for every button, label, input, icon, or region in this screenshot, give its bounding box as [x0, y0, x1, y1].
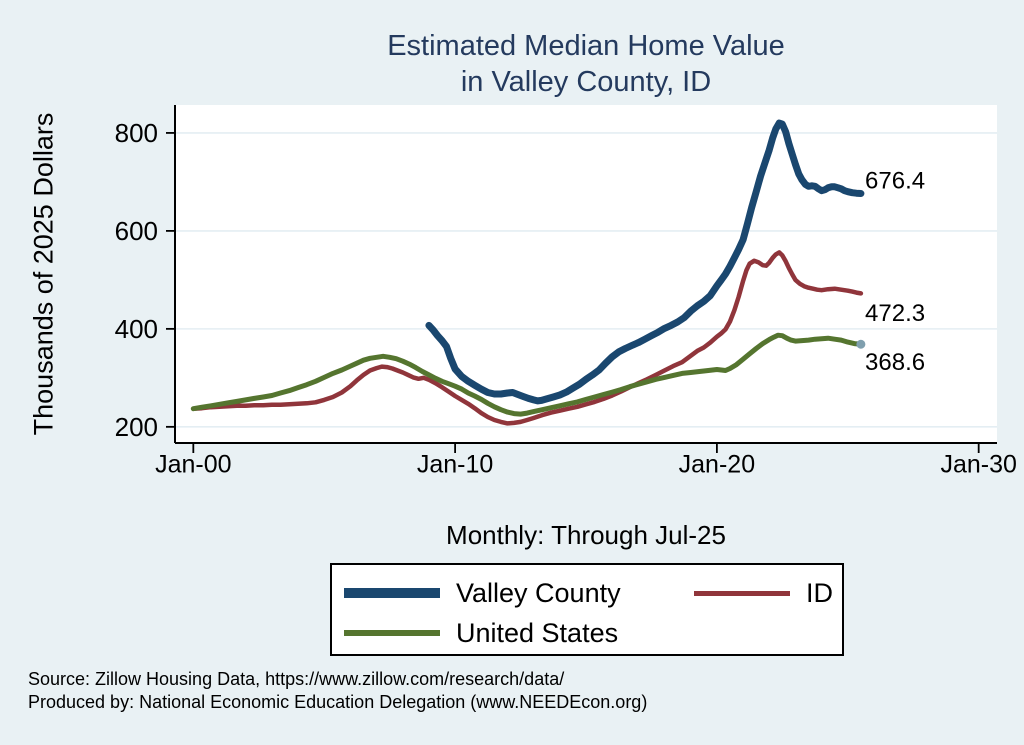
legend-item-united-states: United States — [344, 618, 694, 649]
x-tick-label: Jan-10 — [417, 451, 493, 479]
x-axis-title: Monthly: Through Jul-25 — [446, 520, 726, 550]
legend-label-united-states: United States — [456, 617, 619, 648]
series-valley-county-line — [425, 119, 865, 405]
united-states-swatch — [344, 630, 440, 636]
valley-county-swatch — [344, 588, 440, 598]
legend: Valley County ID United States — [330, 563, 844, 656]
end-value-label: 472.3 — [865, 300, 925, 327]
y-tick-label: 400 — [115, 314, 158, 344]
legend-label-valley-county: Valley County — [456, 577, 621, 608]
series-united-states-line — [190, 332, 864, 417]
source-line: Source: Zillow Housing Data, https://www… — [28, 669, 565, 689]
end-value-label: 368.6 — [865, 349, 925, 376]
legend-item-valley-county: Valley County — [344, 578, 694, 609]
x-tick-label: Jan-30 — [940, 451, 1016, 479]
y-tick-label: 800 — [115, 118, 158, 148]
y-tick-label: 600 — [115, 216, 158, 246]
chart-title-line1: Estimated Median Home Value — [387, 30, 785, 62]
produced-by-line: Produced by: National Economic Education… — [28, 692, 648, 712]
footer: Source: Zillow Housing Data, https://www… — [28, 668, 647, 714]
plot-area — [175, 105, 997, 443]
plot-svg: 200 400 600 800 Jan-00 Jan-10 Jan-20 Jan-30 676.… — [115, 105, 1017, 479]
x-tick-label: Jan-00 — [155, 451, 231, 479]
united-states-end-marker — [856, 339, 866, 349]
legend-label-id: ID — [806, 577, 833, 608]
id-swatch — [694, 590, 790, 596]
chart-title-line2: in Valley County, ID — [460, 66, 712, 98]
end-value-label: 676.4 — [865, 167, 925, 194]
legend-item-id: ID — [694, 578, 842, 609]
y-tick-label: 200 — [115, 412, 158, 442]
chart-title: Estimated Median Home Value in Valley Co… — [175, 28, 997, 100]
x-tick-label: Jan-20 — [679, 451, 755, 479]
series-id-line — [191, 250, 864, 426]
